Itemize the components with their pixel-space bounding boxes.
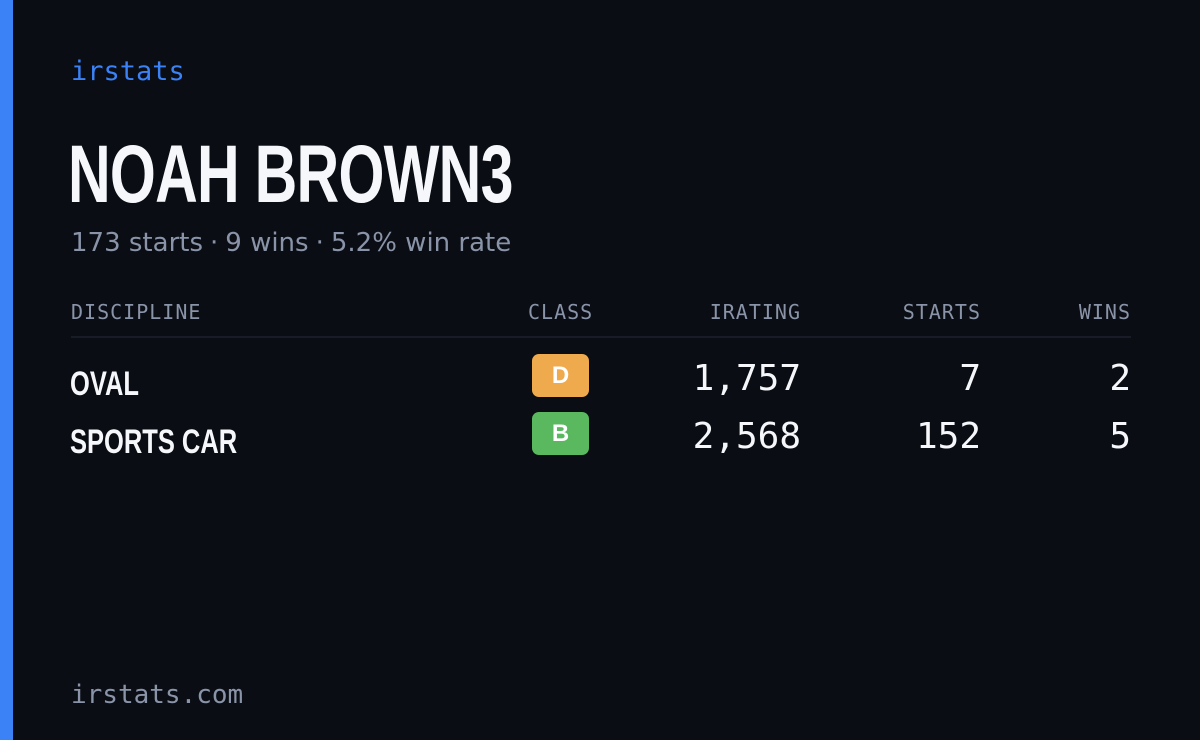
separator: · [210, 228, 219, 258]
class-badge: B [532, 412, 589, 455]
class-badge: D [532, 354, 589, 397]
irating-value: 2,568 [692, 416, 801, 457]
win-rate: 5.2% win rate [330, 228, 512, 258]
irating-value: 1,757 [692, 358, 801, 399]
separator: · [315, 228, 324, 258]
starts-value: 7 [959, 358, 981, 399]
header-divider [71, 336, 1131, 338]
discipline-name: SPORTS CAR [70, 423, 238, 461]
header-irating: IRATING [709, 300, 801, 324]
wins-value: 5 [1109, 416, 1131, 457]
discipline-name: OVAL [70, 365, 139, 403]
footer-link[interactable]: irstats.com [71, 680, 244, 710]
driver-summary: 173 starts · 9 wins · 5.2% win rate [71, 228, 511, 258]
driver-name: NOAH BROWN3 [68, 129, 513, 220]
wins-value: 2 [1109, 358, 1131, 399]
header-wins: WINS [1078, 300, 1131, 324]
header-starts: STARTS [902, 300, 981, 324]
header-discipline: DISCIPLINE [71, 300, 202, 324]
starts-value: 152 [915, 416, 981, 457]
accent-bar [0, 0, 13, 740]
brand-logo[interactable]: irstats [71, 56, 185, 87]
wins-count: 9 wins [225, 228, 309, 258]
header-class: CLASS [528, 300, 594, 324]
starts-count: 173 starts [71, 228, 203, 258]
